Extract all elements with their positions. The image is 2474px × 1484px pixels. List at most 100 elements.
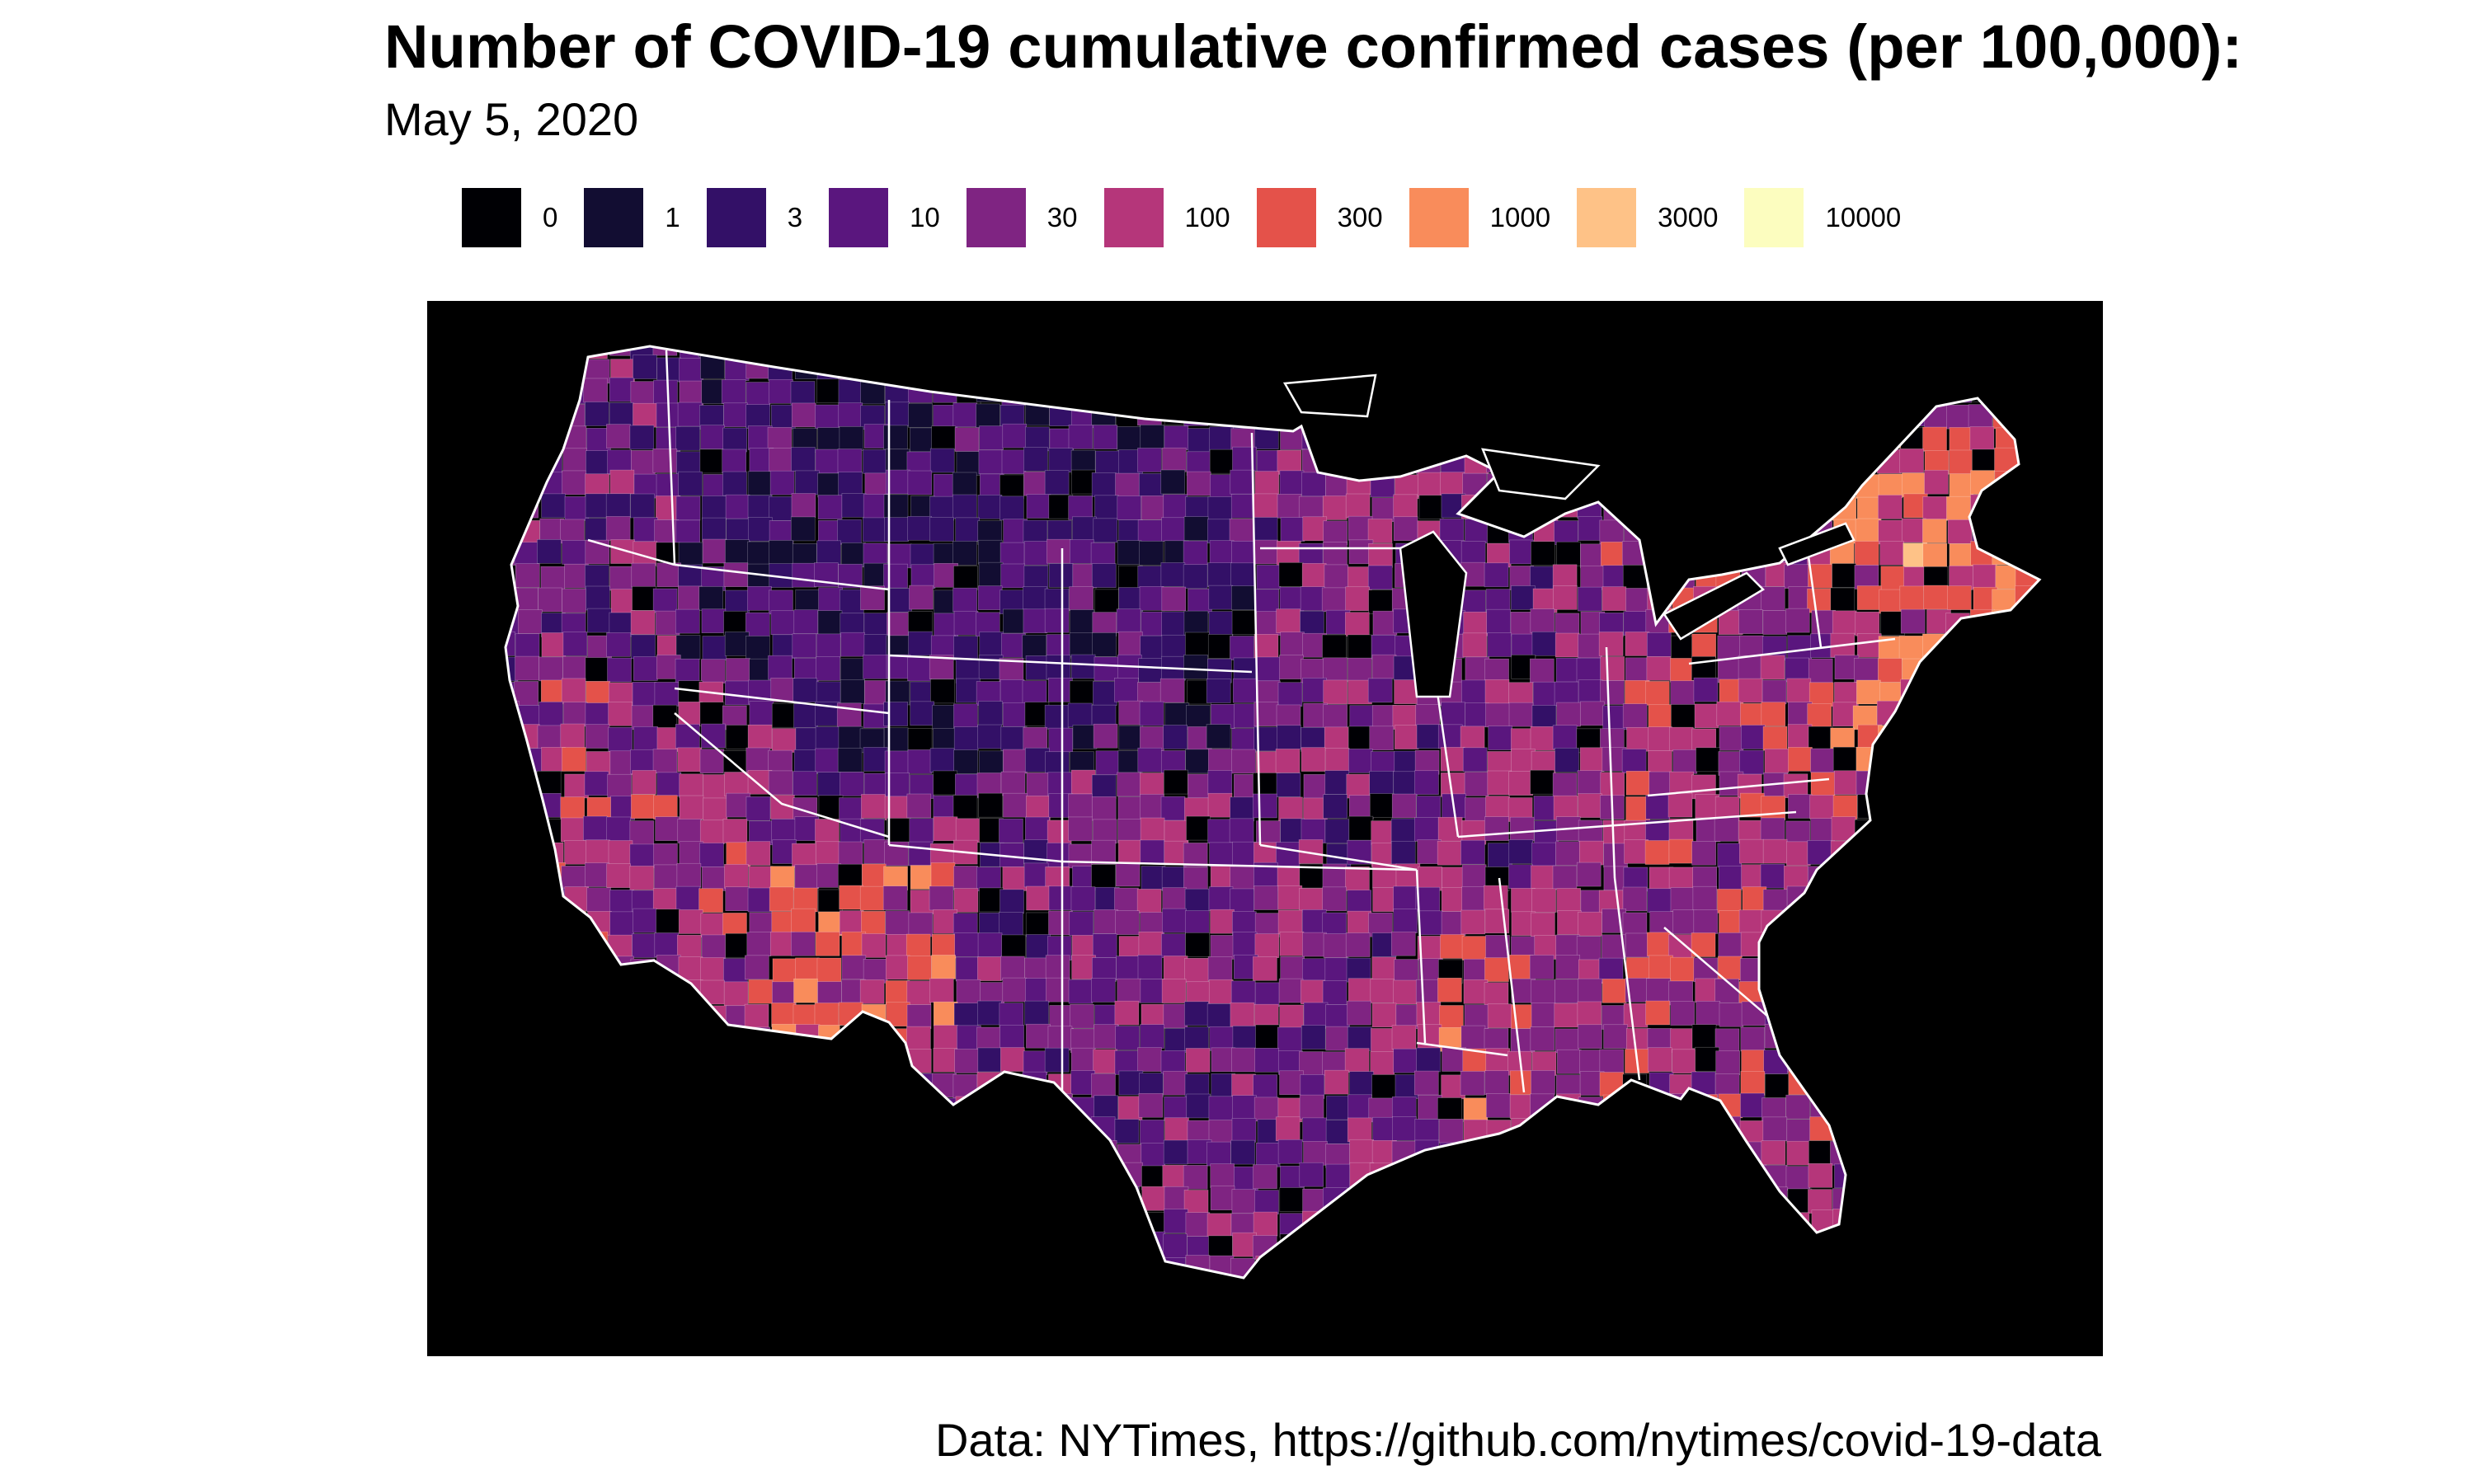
county-cell bbox=[1211, 1047, 1236, 1073]
county-cell bbox=[1046, 655, 1071, 679]
county-cell bbox=[793, 1097, 818, 1122]
county-cell bbox=[908, 403, 933, 428]
county-cell bbox=[2065, 402, 2089, 425]
county-cell bbox=[585, 978, 610, 1003]
county-cell bbox=[1598, 957, 1624, 983]
county-cell bbox=[1973, 1209, 1997, 1233]
county-cell bbox=[1068, 357, 1094, 383]
county-cell bbox=[795, 470, 820, 495]
county-cell bbox=[1832, 402, 1857, 427]
county-cell bbox=[769, 1166, 795, 1191]
county-cell bbox=[933, 1047, 958, 1073]
county-cell bbox=[726, 792, 751, 818]
county-cell bbox=[2038, 1069, 2039, 1095]
county-cell bbox=[1348, 1283, 1371, 1307]
state-border bbox=[1457, 810, 1797, 838]
county-cell bbox=[1231, 1047, 1256, 1073]
county-cell bbox=[979, 632, 1004, 656]
county-cell bbox=[1784, 564, 1809, 589]
county-cell bbox=[745, 1256, 770, 1278]
county-cell bbox=[1185, 932, 1210, 957]
county-cell bbox=[1090, 542, 1116, 567]
county-cell bbox=[839, 1186, 863, 1211]
county-cell bbox=[1003, 792, 1028, 818]
county-cell bbox=[1024, 702, 1050, 726]
county-cell bbox=[2062, 1141, 2086, 1165]
county-cell bbox=[722, 819, 748, 843]
county-cell bbox=[1691, 1024, 1717, 1049]
county-cell bbox=[907, 515, 932, 541]
county-cell bbox=[906, 1140, 931, 1166]
county-cell bbox=[1695, 794, 1720, 819]
county-cell bbox=[723, 402, 748, 428]
county-cell bbox=[955, 346, 981, 356]
county-cell bbox=[1001, 934, 1027, 960]
county-cell bbox=[1162, 447, 1187, 472]
county-cell bbox=[1807, 1001, 1832, 1026]
county-cell bbox=[1349, 705, 1375, 730]
county-cell bbox=[506, 1211, 520, 1237]
county-cell bbox=[1602, 1256, 1627, 1278]
county-cell bbox=[816, 656, 840, 681]
county-cell bbox=[1462, 632, 1488, 658]
county-cell bbox=[1114, 887, 1139, 913]
county-cell bbox=[1484, 885, 1508, 910]
county-cell bbox=[676, 862, 702, 888]
county-cell bbox=[541, 493, 566, 519]
county-cell bbox=[1137, 356, 1163, 382]
county-cell bbox=[2041, 473, 2065, 497]
county-cell bbox=[1830, 346, 1855, 358]
county-cell bbox=[794, 355, 820, 379]
county-cell bbox=[1879, 356, 1904, 382]
county-cell bbox=[1160, 796, 1186, 821]
county-cell bbox=[585, 1165, 609, 1190]
county-cell bbox=[1694, 703, 1719, 729]
county-cell bbox=[2065, 839, 2089, 863]
county-cell bbox=[952, 1210, 977, 1236]
county-cell bbox=[1327, 1303, 1351, 1327]
county-cell bbox=[1648, 750, 1672, 775]
county-cell bbox=[1137, 747, 1163, 773]
county-cell bbox=[1668, 1211, 1694, 1237]
county-cell bbox=[817, 889, 843, 914]
county-cell bbox=[1691, 346, 1716, 356]
county-cell bbox=[2041, 634, 2065, 658]
county-cell bbox=[887, 818, 911, 843]
county-cell bbox=[564, 346, 590, 356]
county-cell bbox=[840, 1162, 864, 1187]
county-cell bbox=[1368, 447, 1393, 472]
county-cell bbox=[2015, 427, 2039, 452]
county-cell bbox=[979, 1142, 1004, 1167]
state-border bbox=[888, 654, 1253, 674]
county-cell bbox=[1347, 634, 1372, 660]
county-cell bbox=[1207, 562, 1232, 587]
county-cell bbox=[506, 979, 516, 1004]
county-cell bbox=[608, 1259, 633, 1278]
county-cell bbox=[506, 795, 520, 819]
county-cell bbox=[1876, 1002, 1901, 1027]
county-cell bbox=[1414, 749, 1440, 775]
county-cell bbox=[955, 517, 981, 542]
county-cell bbox=[1279, 470, 1305, 495]
county-cell bbox=[769, 540, 793, 565]
county-cell bbox=[1788, 935, 1813, 960]
county-cell bbox=[678, 956, 703, 981]
county-cell bbox=[2041, 1304, 2065, 1328]
county-cell bbox=[679, 1047, 704, 1072]
county-cell bbox=[564, 840, 589, 865]
county-cell bbox=[679, 773, 704, 799]
county-cell bbox=[606, 863, 631, 888]
county-cell bbox=[1488, 843, 1512, 868]
county-cell bbox=[863, 494, 888, 519]
county-cell bbox=[1254, 589, 1279, 614]
county-cell bbox=[1048, 678, 1073, 702]
county-cell bbox=[2064, 1234, 2088, 1258]
county-cell bbox=[840, 679, 865, 705]
county-cell bbox=[1231, 1189, 1257, 1214]
county-cell bbox=[1022, 634, 1047, 660]
county-cell bbox=[1002, 977, 1028, 1003]
county-cell bbox=[1507, 1209, 1531, 1233]
county-cell bbox=[887, 588, 912, 613]
county-cell bbox=[1114, 1119, 1140, 1144]
county-cell bbox=[564, 773, 589, 799]
